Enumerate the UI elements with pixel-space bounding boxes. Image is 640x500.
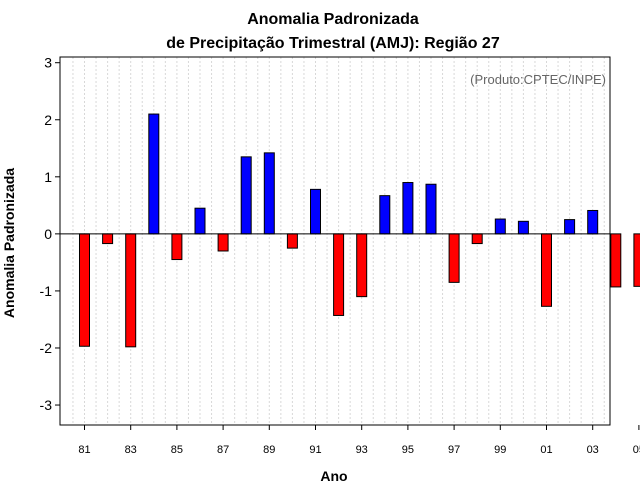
x-tick-label: 01 <box>540 444 552 456</box>
bar-89 <box>263 152 275 235</box>
y-tick-label: 0 <box>44 226 52 242</box>
bar-04 <box>610 233 622 288</box>
bar-91 <box>310 188 321 235</box>
bar-98 <box>471 233 483 245</box>
y-tick-label: 1 <box>44 169 52 185</box>
bar-95 <box>402 182 414 235</box>
x-tick-label: 83 <box>125 444 137 456</box>
bar-03 <box>587 209 599 235</box>
x-tick-label: 05 <box>633 444 640 456</box>
x-tick-label: 91 <box>309 444 321 456</box>
x-tick-label: 95 <box>402 444 414 456</box>
y-tick-label: -3 <box>40 397 53 413</box>
chart-title-line1: Anomalia Padronizada <box>247 11 419 28</box>
x-tick-label: 85 <box>171 444 183 456</box>
bar-87 <box>217 233 229 252</box>
vertical-grid <box>72 57 605 425</box>
bar-94 <box>379 195 391 235</box>
y-tick-label: -2 <box>40 340 53 356</box>
bar-90 <box>286 233 298 249</box>
bar-85 <box>171 233 183 261</box>
bar-82 <box>102 233 114 245</box>
y-tick-label: 2 <box>44 112 52 128</box>
bar-96 <box>425 183 437 235</box>
chart-title-line2: de Precipitação Trimestral (AMJ): Região… <box>166 35 500 52</box>
x-tick-label: 89 <box>263 444 275 456</box>
x-axis-label: Ano <box>320 468 347 484</box>
bar-97 <box>448 233 460 283</box>
y-tick-label: 3 <box>44 55 52 71</box>
y-axis-label: Anomalia Padronizada <box>1 168 17 318</box>
bar-92 <box>333 233 345 316</box>
x-axis: 8183858789919395979901030507091113151719… <box>78 425 640 456</box>
bar-93 <box>356 233 368 298</box>
bar-88 <box>240 156 252 235</box>
plot-frame <box>59 56 611 426</box>
y-axis: -3 -2 -1 0 1 2 3 <box>40 55 60 413</box>
bar-02 <box>564 219 576 235</box>
bar-05 <box>633 233 640 287</box>
x-tick-label: 97 <box>448 444 460 456</box>
bar-83 <box>125 233 137 348</box>
x-tick-label: 03 <box>587 444 599 456</box>
y-tick-label: -1 <box>40 283 53 299</box>
bars <box>79 113 640 348</box>
bar-84 <box>148 113 160 235</box>
x-tick-label: 81 <box>78 444 90 456</box>
bar-81 <box>79 233 90 347</box>
credit-text: (Produto:CPTEC/INPE) <box>470 72 606 87</box>
x-tick-label: 87 <box>217 444 229 456</box>
bar-86 <box>194 207 206 235</box>
bar-01 <box>541 233 552 307</box>
bar-00 <box>517 220 529 235</box>
x-tick-label: 93 <box>356 444 368 456</box>
bar-99 <box>494 218 506 235</box>
x-tick-label: 99 <box>494 444 506 456</box>
